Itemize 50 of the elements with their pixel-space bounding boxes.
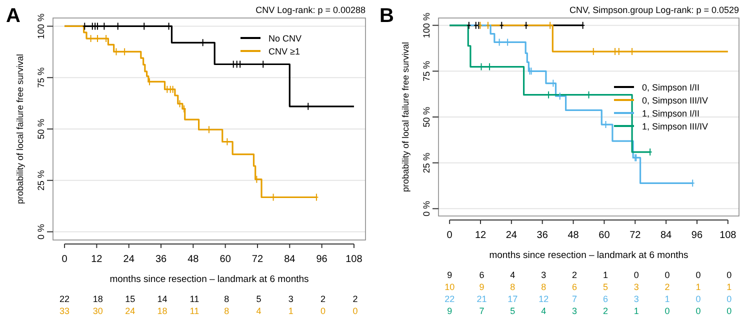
x-tick-label: 48 — [188, 254, 200, 265]
y-tick-label: 0 % — [36, 224, 46, 240]
x-tick-label: 108 — [346, 254, 363, 265]
text: 9 6 4 3 2 1 0 0 0 0 — [447, 270, 732, 280]
legend-label: CNV ≥1 — [268, 46, 300, 56]
x-tick-label: 84 — [660, 230, 672, 241]
x-tick-label: 36 — [536, 230, 548, 241]
x-tick-label: 96 — [316, 254, 328, 265]
y-tick-label: 25 % — [36, 170, 46, 191]
x-tick-label: 24 — [123, 254, 135, 265]
y-axis-title: probability of local failure free survival — [15, 54, 25, 204]
y-tick-label: 25 % — [422, 152, 432, 174]
text: 33 30 24 18 11 8 4 1 0 0 — [60, 306, 358, 316]
text: 9 7 5 4 3 2 1 0 0 0 — [447, 306, 732, 316]
x-tick-label: 0 — [446, 230, 453, 241]
text: 22 21 17 12 7 6 3 1 0 0 — [444, 294, 732, 304]
x-tick-label: 84 — [284, 254, 296, 265]
x-tick-label: 12 — [91, 254, 103, 265]
x-tick-label: 108 — [720, 230, 737, 241]
x-tick-label: 60 — [598, 230, 610, 241]
x-axis-title: months since resection – landmark at 6 months — [489, 250, 689, 261]
y-tick-label: 100 % — [422, 12, 432, 38]
x-tick-label: 36 — [155, 254, 168, 265]
text: 22 18 15 14 11 8 5 3 2 2 — [60, 294, 358, 304]
y-tick-label: 0 % — [422, 200, 432, 216]
y-tick-label: 75 % — [36, 67, 46, 88]
legend-label: 1, Simpson I/II — [642, 108, 700, 118]
x-tick-label: 72 — [630, 230, 642, 241]
y-tick-label: 50 % — [36, 118, 46, 140]
x-tick-label: 96 — [691, 230, 703, 241]
legend-label: 0, Simpson I/II — [642, 82, 700, 92]
y-axis-title: probability of local failure free survival — [400, 42, 410, 192]
legend-label: 0, Simpson III/IV — [642, 96, 708, 106]
x-tick-label: 0 — [62, 254, 68, 265]
y-tick-label: 100 % — [36, 13, 46, 39]
y-tick-label: 75 % — [422, 60, 432, 82]
legend-label: No CNV — [268, 34, 302, 44]
x-tick-label: 24 — [506, 230, 518, 241]
text: 10 9 8 8 6 5 3 2 1 1 — [444, 282, 732, 292]
chart-title: A — [6, 5, 20, 27]
x-tick-label: 72 — [252, 254, 264, 265]
x-tick-label: 48 — [568, 230, 580, 241]
legend-label: 1, Simpson III/IV — [642, 122, 708, 132]
x-axis-title: months since resection – landmark at 6 months — [110, 274, 310, 285]
chart-title: B — [380, 5, 394, 27]
x-tick-label: 60 — [220, 254, 232, 265]
text: CNV Log-rank: p = 0.00288 — [256, 5, 366, 15]
y-tick-label: 50 % — [422, 106, 432, 128]
x-tick-label: 12 — [474, 230, 487, 241]
text: CNV, Simpson.group Log-rank: p = 0.0529 — [569, 5, 739, 15]
